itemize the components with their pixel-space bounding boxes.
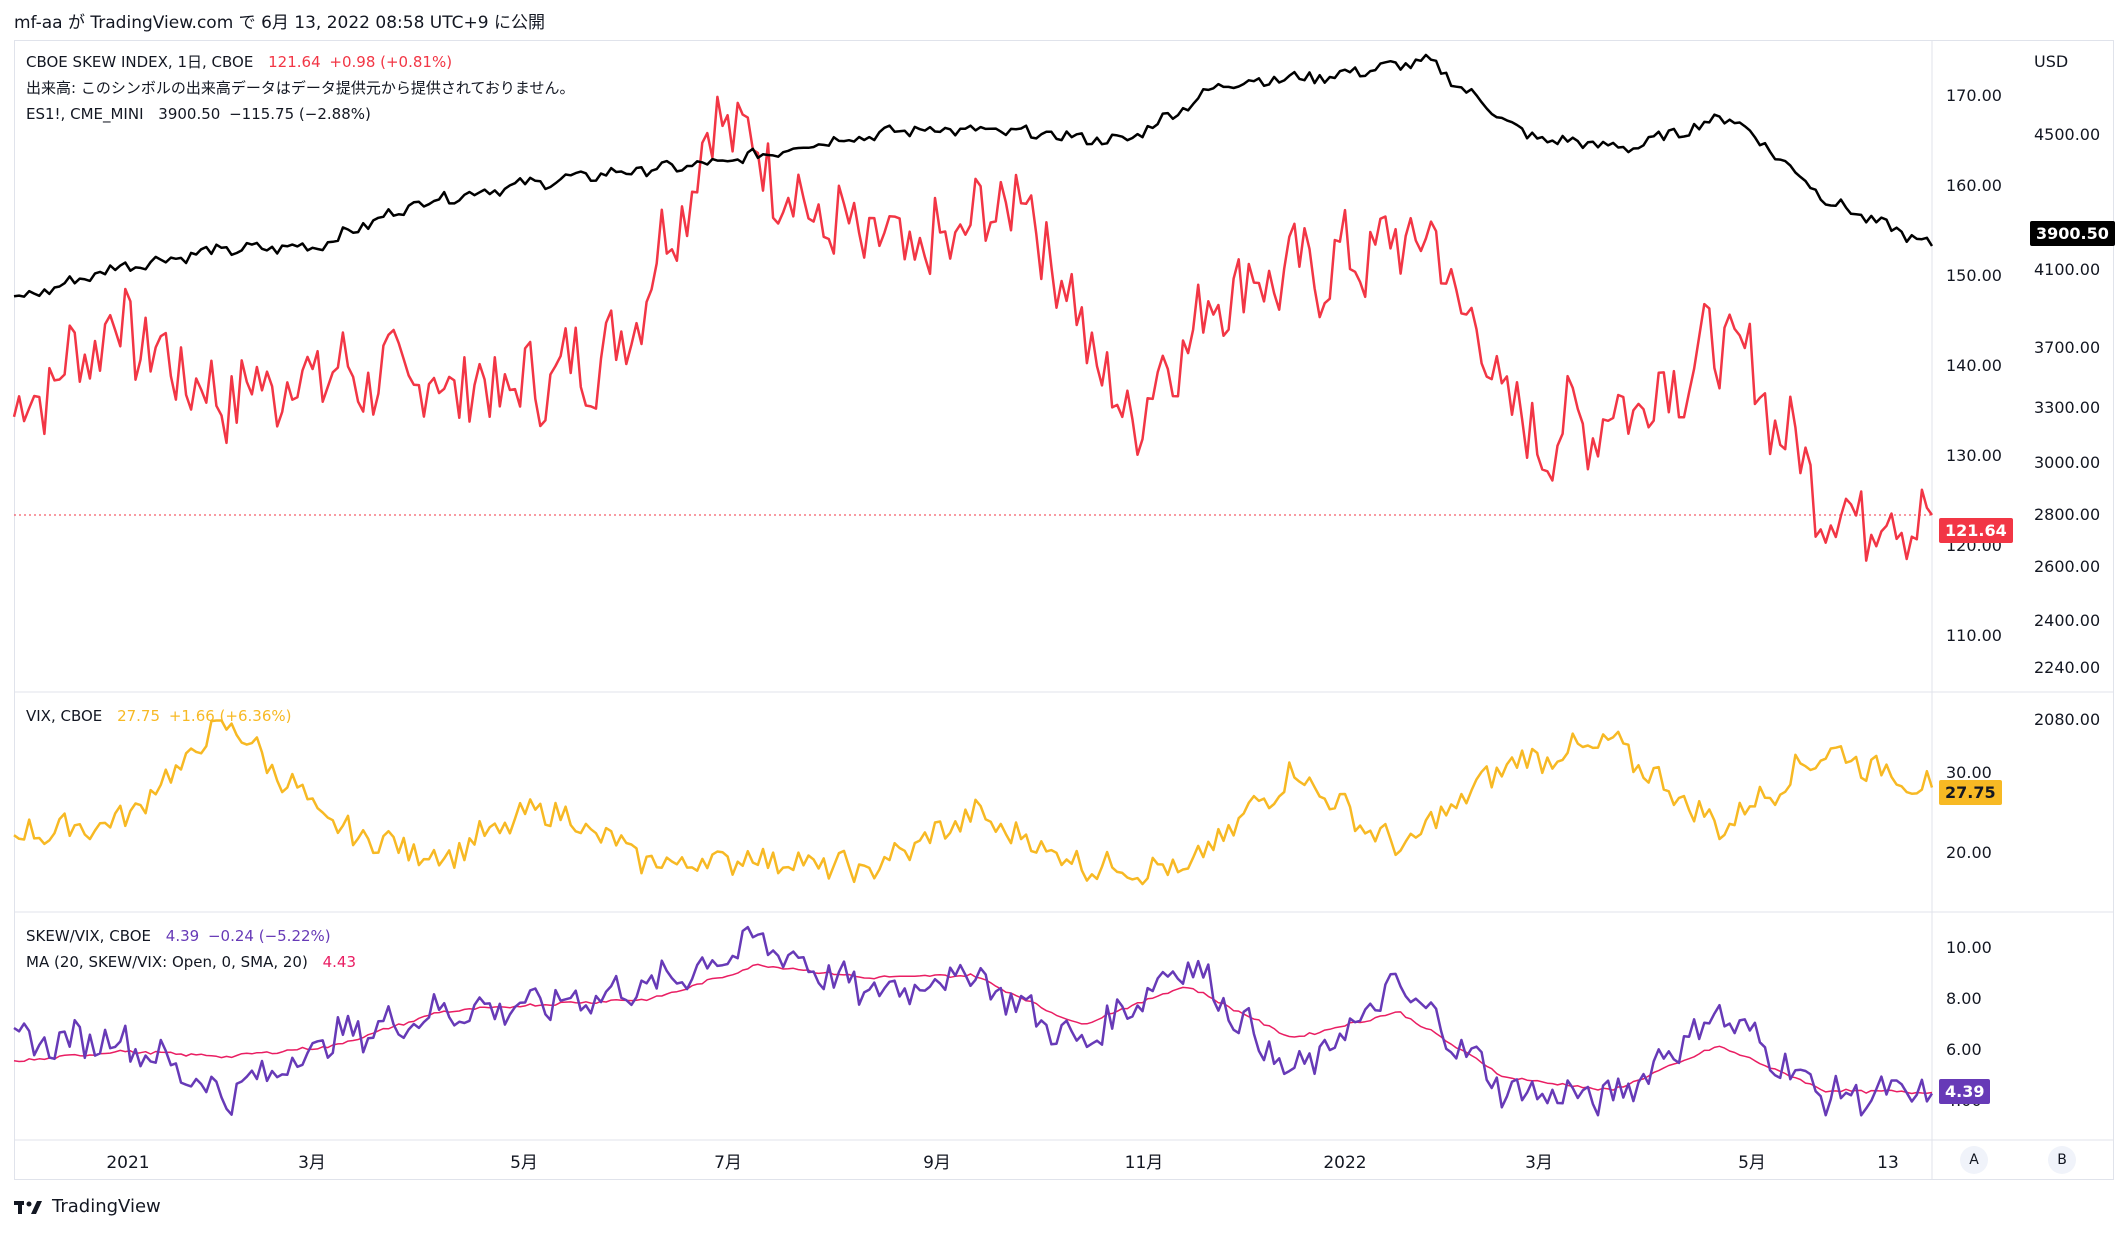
legend-vix[interactable]: VIX, CBOE 27.75 +1.66 (+6.36%) — [26, 706, 291, 726]
legend-vix-value: 27.75 — [117, 707, 161, 725]
axis-tick-label: 130.00 — [1946, 446, 2002, 465]
axis-tick-label: 140.00 — [1946, 356, 2002, 375]
publish-header: mf-aa が TradingView.com で 6月 13, 2022 08… — [14, 13, 545, 33]
footer-brand[interactable]: TradingView — [14, 1196, 161, 1217]
x-tick-label: 2022 — [1323, 1153, 1366, 1173]
legend-vix-change: +1.66 (+6.36%) — [168, 707, 292, 725]
legend-ma[interactable]: MA (20, SKEW/VIX: Open, 0, SMA, 20) 4.43 — [26, 952, 356, 972]
legend-ratio[interactable]: SKEW/VIX, CBOE 4.39 −0.24 (−5.22%) — [26, 926, 331, 946]
es-price-badge: 3900.50 — [2030, 221, 2115, 246]
legend-ma-value: 4.43 — [322, 953, 357, 971]
legend-ratio-change: −0.24 (−5.22%) — [207, 927, 331, 945]
axis-tick-label: 160.00 — [1946, 176, 2002, 195]
legend-es-value: 3900.50 — [158, 105, 221, 123]
axis-unit: USD — [2034, 52, 2069, 71]
skew-price-badge: 121.64 — [1939, 518, 2013, 543]
axis-tick-label: 170.00 — [1946, 86, 2002, 105]
legend-volume-note: 出来高: このシンボルの出来高データはデータ提供元から提供されておりません。 — [26, 79, 575, 97]
ratio-series-line[interactable] — [13, 925, 1934, 1117]
axis-tick-label: 2240.00 — [2034, 658, 2101, 677]
legend-skew-value: 121.64 — [268, 53, 321, 71]
legend-skew-name: CBOE SKEW INDEX, 1日, CBOE — [26, 53, 254, 71]
legend-skew-change: +0.98 (+0.81%) — [329, 53, 453, 71]
legend-skew[interactable]: CBOE SKEW INDEX, 1日, CBOE 121.64 +0.98 (… — [26, 52, 452, 72]
ratio-pane — [13, 925, 1934, 1117]
axis-tick-label: 2400.00 — [2034, 611, 2101, 630]
axis-tick-label: 4500.00 — [2034, 125, 2101, 144]
x-tick-label: 13 — [1877, 1153, 1899, 1173]
x-tick-label: 5月 — [510, 1153, 538, 1173]
x-tick-label: 3月 — [1525, 1153, 1553, 1173]
x-tick-label: 7月 — [714, 1153, 742, 1173]
axis-tick-label: 3300.00 — [2034, 398, 2101, 417]
axis-tick-label: 2080.00 — [2034, 710, 2101, 729]
vix-series-line[interactable] — [13, 719, 1934, 886]
axis-tick-label: 110.00 — [1946, 626, 2002, 645]
x-tick-label: 3月 — [298, 1153, 326, 1173]
axis-tick-label: 10.00 — [1946, 938, 1992, 957]
price-pane — [12, 53, 1934, 562]
axis-tick-label: 2800.00 — [2034, 505, 2101, 524]
axis-tick-label: 8.00 — [1946, 989, 1982, 1008]
legend-ma-name: MA (20, SKEW/VIX: Open, 0, SMA, 20) — [26, 953, 308, 971]
legend-es-name: ES1!, CME_MINI — [26, 105, 144, 123]
legend-vix-name: VIX, CBOE — [26, 707, 103, 725]
vix-price-badge: 27.75 — [1939, 780, 2002, 805]
x-tick-label: 5月 — [1738, 1153, 1766, 1173]
skew-series-line[interactable] — [12, 95, 1934, 562]
time-axis: 2021 3月 5月 7月 9月 11月 2022 3月 5月 13 — [106, 1153, 1898, 1173]
x-tick-label: 11月 — [1125, 1153, 1164, 1173]
legend-es[interactable]: ES1!, CME_MINI 3900.50 −115.75 (−2.88%) — [26, 104, 371, 124]
legend-ratio-value: 4.39 — [165, 927, 200, 945]
axis-tick-label: 4100.00 — [2034, 260, 2101, 279]
legend-ratio-name: SKEW/VIX, CBOE — [26, 927, 152, 945]
ratio-price-badge: 4.39 — [1939, 1079, 1991, 1104]
axis-tick-label: 2600.00 — [2034, 557, 2101, 576]
chart-frame — [14, 40, 2114, 1180]
auto-scale-button[interactable]: A — [1960, 1146, 1988, 1174]
axis-tick-label: 30.00 — [1946, 763, 1992, 782]
x-tick-label: 2021 — [106, 1153, 149, 1173]
legend-es-change: −115.75 (−2.88%) — [229, 105, 371, 123]
axis-tick-label: 6.00 — [1946, 1040, 1982, 1059]
axis-tick-label: 3000.00 — [2034, 453, 2101, 472]
x-tick-label: 9月 — [923, 1153, 951, 1173]
axis-tick-label: 20.00 — [1946, 843, 1992, 862]
vix-pane — [13, 719, 1934, 886]
axis-tick-label: 150.00 — [1946, 266, 2002, 285]
scale-mode-button[interactable]: B — [2048, 1146, 2076, 1174]
grid — [14, 40, 2114, 1180]
es-series-line[interactable] — [13, 53, 1934, 298]
tradingview-logo-icon — [14, 1200, 42, 1214]
footer-brand-text: TradingView — [52, 1196, 161, 1217]
axis-tick-label: 3700.00 — [2034, 338, 2101, 357]
